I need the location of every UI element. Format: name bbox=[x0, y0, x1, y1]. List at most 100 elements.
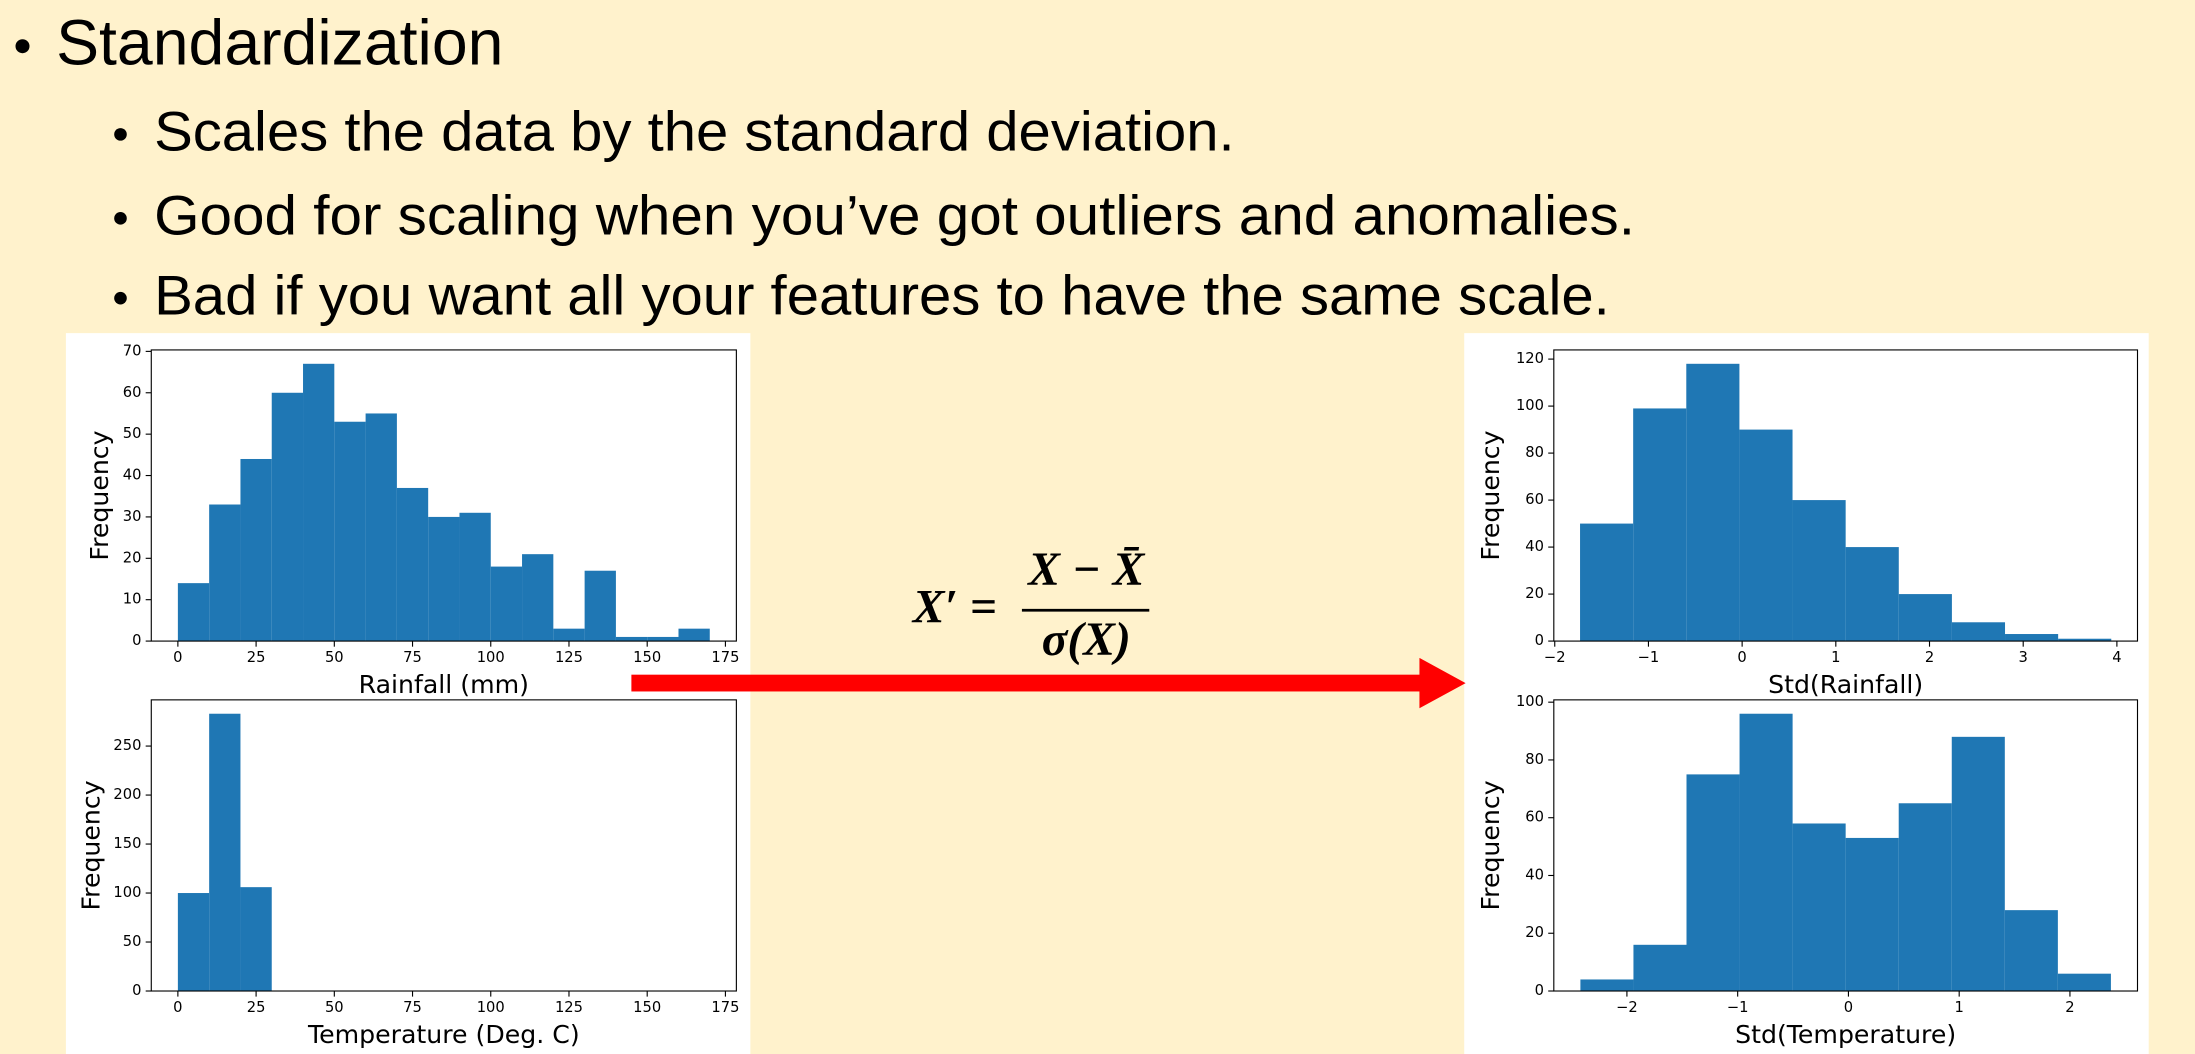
y-tick-label: 50 bbox=[123, 933, 142, 950]
histogram-bar bbox=[365, 413, 397, 642]
y-tick-label: 70 bbox=[123, 342, 142, 359]
x-tick-label: 1 bbox=[1955, 999, 1964, 1016]
x-tick-label: 0 bbox=[173, 649, 182, 666]
histogram-bar bbox=[2005, 634, 2059, 642]
histogram-bar bbox=[2004, 910, 2058, 992]
formula-lhs: X′ = bbox=[911, 582, 997, 634]
histogram-bar bbox=[209, 504, 241, 642]
histogram-bar bbox=[2058, 638, 2112, 642]
histogram-bar bbox=[1898, 803, 1952, 992]
x-tick-label: 125 bbox=[555, 649, 583, 666]
y-tick-label: 60 bbox=[1525, 491, 1544, 508]
bullet bbox=[114, 128, 127, 141]
x-axis-label: Temperature (Deg. C) bbox=[307, 1020, 580, 1049]
x-axis-label: Rainfall (mm) bbox=[359, 670, 529, 699]
y-tick-label: 50 bbox=[123, 425, 142, 442]
bullet bbox=[15, 39, 30, 54]
formula-denominator: σ(X) bbox=[1042, 614, 1131, 666]
histogram-bar bbox=[1951, 622, 2006, 642]
histogram-bar bbox=[240, 887, 272, 992]
x-tick-label: 3 bbox=[2019, 649, 2028, 666]
y-axis-label: Frequency bbox=[85, 430, 114, 560]
x-tick-label: 75 bbox=[403, 649, 422, 666]
x-tick-label: 50 bbox=[325, 649, 344, 666]
histogram-bar bbox=[177, 583, 210, 642]
histogram-bar bbox=[678, 628, 710, 642]
x-tick-label: −2 bbox=[1616, 999, 1638, 1016]
histogram-bar bbox=[1633, 408, 1687, 642]
bullet-text: Good for scaling when you’ve got outlier… bbox=[154, 184, 1635, 247]
y-tick-label: 40 bbox=[123, 467, 142, 484]
histogram-bar bbox=[1686, 363, 1740, 642]
x-tick-label: 75 bbox=[403, 999, 422, 1016]
histogram-bar bbox=[1792, 500, 1846, 642]
x-tick-label: 2 bbox=[2065, 999, 2074, 1016]
bullet bbox=[114, 212, 127, 225]
arrow-shaft bbox=[631, 674, 1423, 692]
slide-title: Standardization bbox=[56, 7, 503, 79]
x-tick-label: 100 bbox=[477, 649, 505, 666]
histogram-bar bbox=[553, 628, 585, 642]
y-tick-label: 0 bbox=[1535, 982, 1544, 999]
x-tick-label: 2 bbox=[1925, 649, 1934, 666]
histogram-bar bbox=[1792, 823, 1846, 992]
bullet bbox=[114, 291, 127, 305]
histogram-bar bbox=[522, 554, 554, 642]
x-tick-label: 1 bbox=[1831, 649, 1840, 666]
bullet-text: Scales the data by the standard deviatio… bbox=[154, 100, 1235, 163]
y-tick-label: 100 bbox=[1516, 397, 1544, 414]
histogram-bar bbox=[1898, 594, 1952, 642]
x-tick-label: 175 bbox=[711, 649, 739, 666]
y-axis-label: Frequency bbox=[1476, 430, 1505, 560]
y-tick-label: 200 bbox=[113, 786, 141, 803]
histogram-bar bbox=[209, 713, 241, 992]
histogram-bar bbox=[490, 566, 523, 642]
axes-frame bbox=[150, 349, 737, 642]
histogram-bar bbox=[396, 487, 429, 642]
x-tick-label: −2 bbox=[1544, 649, 1566, 666]
histogram-bar bbox=[647, 636, 679, 642]
y-tick-label: 100 bbox=[113, 884, 141, 901]
x-tick-label: 25 bbox=[247, 649, 266, 666]
histogram-bar bbox=[1580, 523, 1634, 642]
y-axis-label: Frequency bbox=[76, 780, 105, 910]
y-tick-label: 0 bbox=[1535, 632, 1544, 649]
x-tick-label: 125 bbox=[555, 999, 583, 1016]
y-tick-label: 0 bbox=[132, 982, 141, 999]
x-axis-label: Std(Temperature) bbox=[1735, 1020, 1956, 1049]
histogram-bar bbox=[615, 636, 648, 642]
y-tick-label: 120 bbox=[1516, 350, 1544, 367]
y-tick-label: 20 bbox=[1525, 585, 1544, 602]
histogram-bar bbox=[303, 363, 335, 642]
y-tick-label: 80 bbox=[1525, 751, 1544, 768]
y-axis-label: Frequency bbox=[1476, 780, 1505, 910]
y-tick-label: 20 bbox=[123, 549, 142, 566]
x-axis-label: Std(Rainfall) bbox=[1768, 670, 1923, 699]
histogram-bar bbox=[240, 458, 272, 642]
x-tick-label: 0 bbox=[1844, 999, 1853, 1016]
histogram-bar bbox=[177, 893, 210, 992]
x-tick-label: 0 bbox=[173, 999, 182, 1016]
histogram-bar bbox=[1633, 944, 1687, 992]
y-tick-label: 60 bbox=[123, 384, 142, 401]
histogram-bar bbox=[1845, 547, 1899, 642]
x-tick-label: 25 bbox=[247, 999, 266, 1016]
bullet-text: Bad if you want all your features to hav… bbox=[154, 263, 1610, 326]
axes-frame bbox=[1553, 699, 2139, 992]
y-tick-label: 100 bbox=[1516, 693, 1544, 710]
y-tick-label: 80 bbox=[1525, 444, 1544, 461]
x-tick-label: 150 bbox=[633, 999, 661, 1016]
y-tick-label: 0 bbox=[132, 632, 141, 649]
arrow-head bbox=[1419, 657, 1466, 709]
axes-frame bbox=[1553, 349, 2139, 642]
axes-frame bbox=[150, 699, 737, 992]
histogram-bar bbox=[1845, 837, 1899, 992]
histogram-bar bbox=[2057, 973, 2111, 992]
y-tick-label: 30 bbox=[123, 508, 142, 525]
x-tick-label: 0 bbox=[1737, 649, 1746, 666]
histogram-bar bbox=[334, 421, 366, 642]
y-tick-label: 10 bbox=[123, 591, 142, 608]
x-tick-label: 100 bbox=[477, 999, 505, 1016]
